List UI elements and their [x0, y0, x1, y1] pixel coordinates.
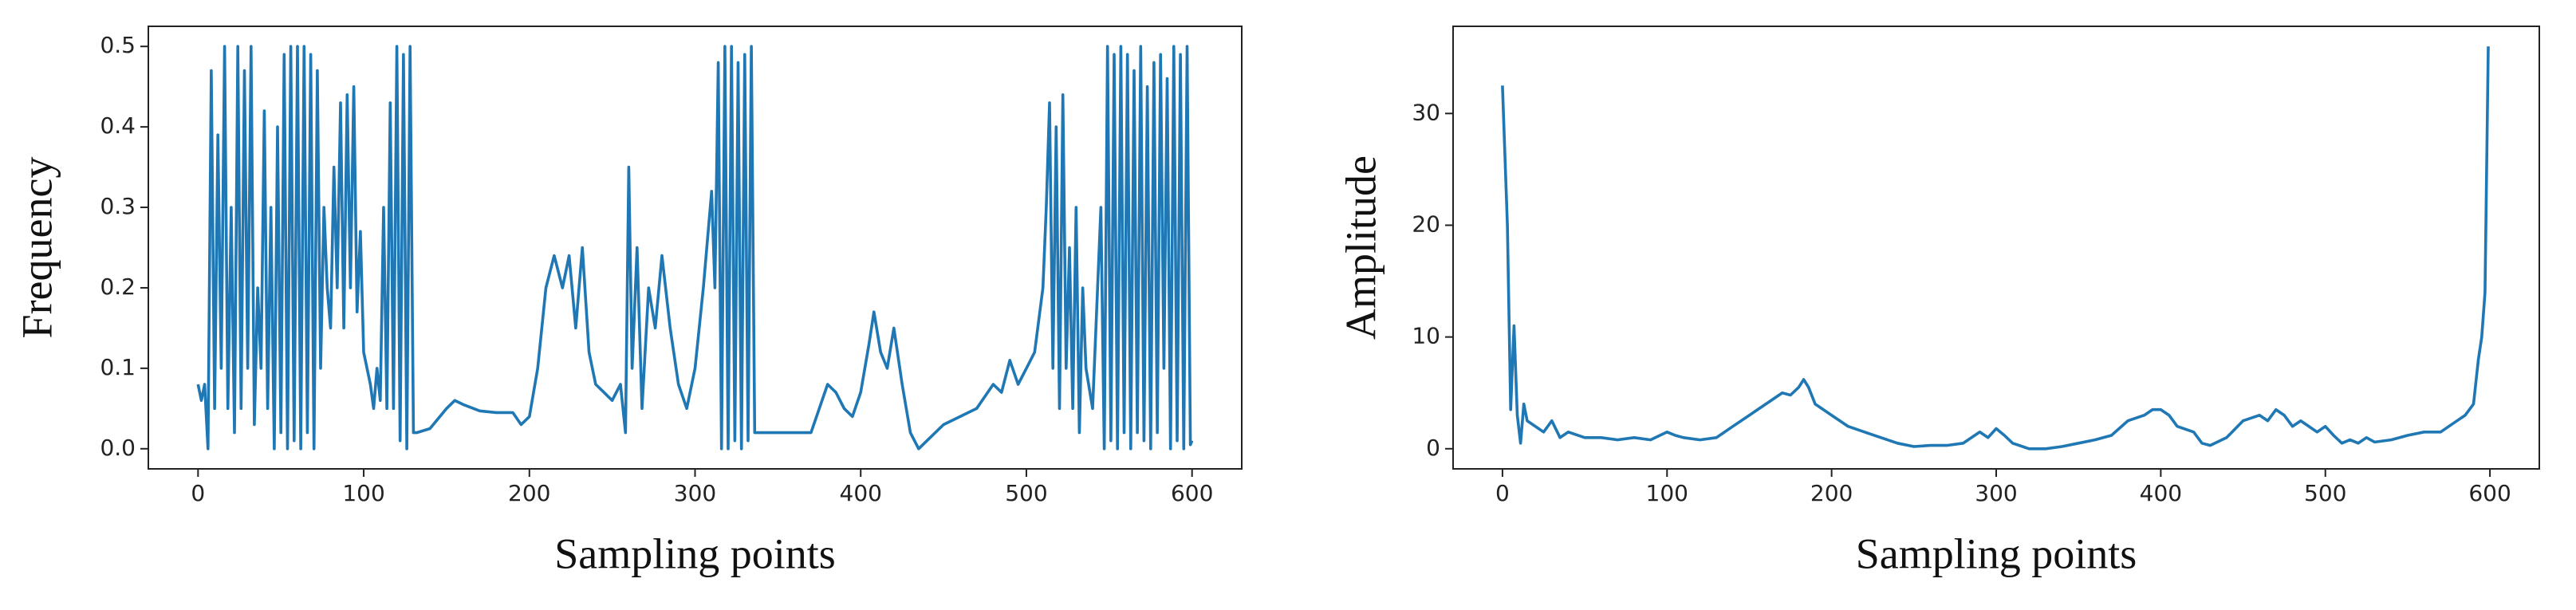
x-tick-label: 100: [1646, 480, 1688, 506]
x-tick-label: 600: [1171, 480, 1213, 506]
x-axis-label: Sampling points: [554, 529, 836, 577]
y-tick-label: 0.5: [100, 32, 136, 58]
y-tick-label: 30: [1412, 99, 1440, 125]
y-tick-label: 20: [1412, 211, 1440, 237]
y-tick-label: 0.1: [100, 354, 136, 380]
x-tick-label: 300: [674, 480, 716, 506]
data-line: [1501, 46, 2490, 451]
y-tick-label: 0.0: [100, 435, 136, 461]
axes-frame: [1452, 26, 2540, 470]
x-tick-label: 100: [342, 480, 384, 506]
x-tick-label: 200: [1810, 480, 1853, 506]
chart: 0 100 200 300 400 500 600 0 10 20 30 Sampling point…: [1337, 26, 2540, 577]
y-axis-label: Amplitude: [1337, 155, 1385, 340]
x-tick-label: 0: [191, 480, 205, 506]
y-axis-label: Frequency: [13, 157, 61, 339]
y-tick-label: 0.3: [100, 193, 136, 219]
y-tick-label: 0.2: [100, 274, 136, 300]
x-tick-label: 400: [840, 480, 882, 506]
y-tick-label: 0.4: [100, 112, 136, 139]
chart: 0 100 200 300 400 500 600 0.0 0.1 0.2 0.3 0.4 0.5 Sam…: [13, 26, 1243, 577]
y-tick-label: 10: [1412, 323, 1440, 349]
x-tick-label: 600: [2468, 480, 2511, 506]
x-tick-label: 0: [1495, 480, 1510, 506]
x-tick-label: 500: [2304, 480, 2346, 506]
y-tick-label: 0: [1426, 435, 1440, 461]
x-tick-label: 400: [2140, 480, 2182, 506]
x-axis-label: Sampling points: [1856, 529, 2137, 577]
x-tick-label: 200: [508, 480, 550, 506]
x-tick-label: 500: [1005, 480, 1047, 506]
x-tick-label: 300: [1975, 480, 2017, 506]
data-line: [196, 45, 1194, 451]
